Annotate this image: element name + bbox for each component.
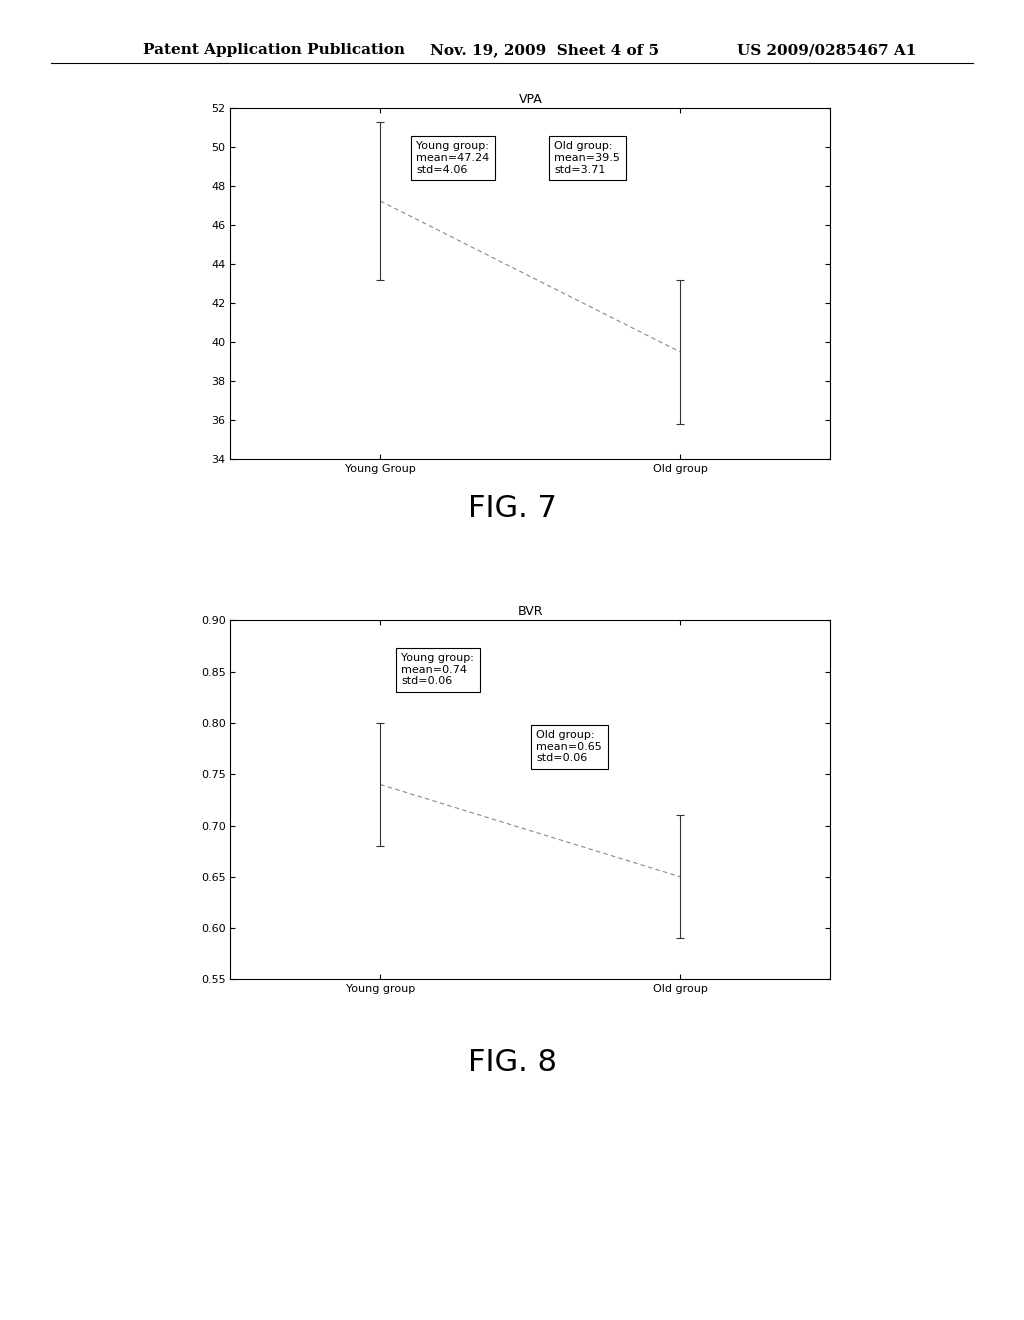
Title: VPA: VPA <box>518 92 543 106</box>
Text: FIG. 8: FIG. 8 <box>468 1048 556 1077</box>
Text: Nov. 19, 2009  Sheet 4 of 5: Nov. 19, 2009 Sheet 4 of 5 <box>430 44 659 57</box>
Text: Young group:
mean=47.24
std=4.06: Young group: mean=47.24 std=4.06 <box>417 141 489 174</box>
Title: BVR: BVR <box>518 605 543 618</box>
Text: US 2009/0285467 A1: US 2009/0285467 A1 <box>737 44 916 57</box>
Text: Old group:
mean=0.65
std=0.06: Old group: mean=0.65 std=0.06 <box>537 730 602 763</box>
Text: Old group:
mean=39.5
std=3.71: Old group: mean=39.5 std=3.71 <box>554 141 621 174</box>
Text: FIG. 7: FIG. 7 <box>468 494 556 523</box>
Text: Patent Application Publication: Patent Application Publication <box>143 44 406 57</box>
Text: Young group:
mean=0.74
std=0.06: Young group: mean=0.74 std=0.06 <box>401 653 474 686</box>
